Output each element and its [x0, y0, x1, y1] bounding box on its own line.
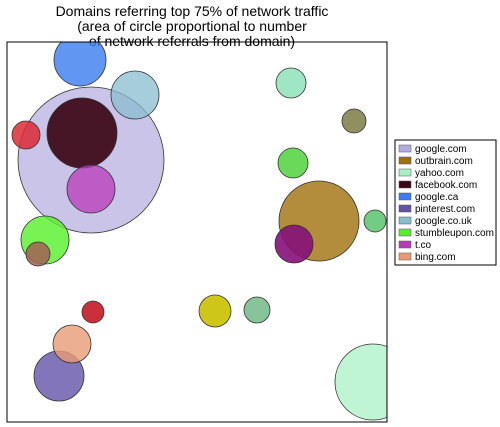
legend-swatch-9	[398, 252, 412, 261]
bubble-11	[274, 224, 314, 264]
legend-swatch-7	[398, 228, 412, 237]
legend-swatch-8	[398, 240, 412, 249]
bubble-5	[53, 42, 107, 87]
chart-subtitle-line-1: (area of circle proportional to number	[77, 18, 307, 34]
plot-frame	[6, 41, 388, 423]
legend-label-8: t.co	[415, 240, 432, 251]
legend: google.comoutbrain.comyahoo.comfacebook.…	[394, 139, 497, 266]
legend-label-0: google.com	[415, 144, 467, 155]
bubble-19	[363, 209, 387, 233]
legend-label-1: outbrain.com	[415, 156, 473, 167]
bubble-9	[52, 324, 92, 364]
legend-swatch-2	[398, 168, 412, 177]
bubble-12	[243, 296, 271, 324]
legend-label-6: google.co.uk	[415, 216, 473, 227]
bubble-17	[81, 300, 105, 324]
legend-swatch-5	[398, 204, 412, 213]
legend-swatch-0	[398, 144, 412, 153]
bubble-18	[25, 241, 51, 267]
bubble-16	[11, 120, 41, 150]
legend-label-2: yahoo.com	[415, 168, 464, 179]
bubble-layer	[11, 42, 387, 421]
legend-swatch-1	[398, 156, 412, 165]
legend-label-4: google.ca	[415, 192, 459, 203]
legend-label-3: facebook.com	[415, 180, 477, 191]
bubble-3	[110, 70, 160, 120]
legend-swatch-6	[398, 216, 412, 225]
bubble-10	[198, 294, 232, 328]
bubble-4	[46, 97, 118, 169]
bubble-6	[66, 164, 116, 214]
bubble-14	[275, 67, 307, 99]
legend-label-5: pinterest.com	[415, 204, 475, 215]
legend-label-9: bing.com	[415, 252, 456, 263]
bubble-13	[341, 108, 367, 134]
chart-subtitle-line-2: of network referrals from domain)	[89, 33, 295, 49]
legend-label-7: stumbleupon.com	[415, 228, 494, 239]
legend-swatch-3	[398, 180, 412, 189]
legend-swatch-4	[398, 192, 412, 201]
legend-box	[394, 139, 497, 266]
bubble-15	[277, 147, 309, 179]
chart-title: Domains referring top 75% of network tra…	[56, 3, 329, 19]
bubble-1	[334, 343, 387, 421]
